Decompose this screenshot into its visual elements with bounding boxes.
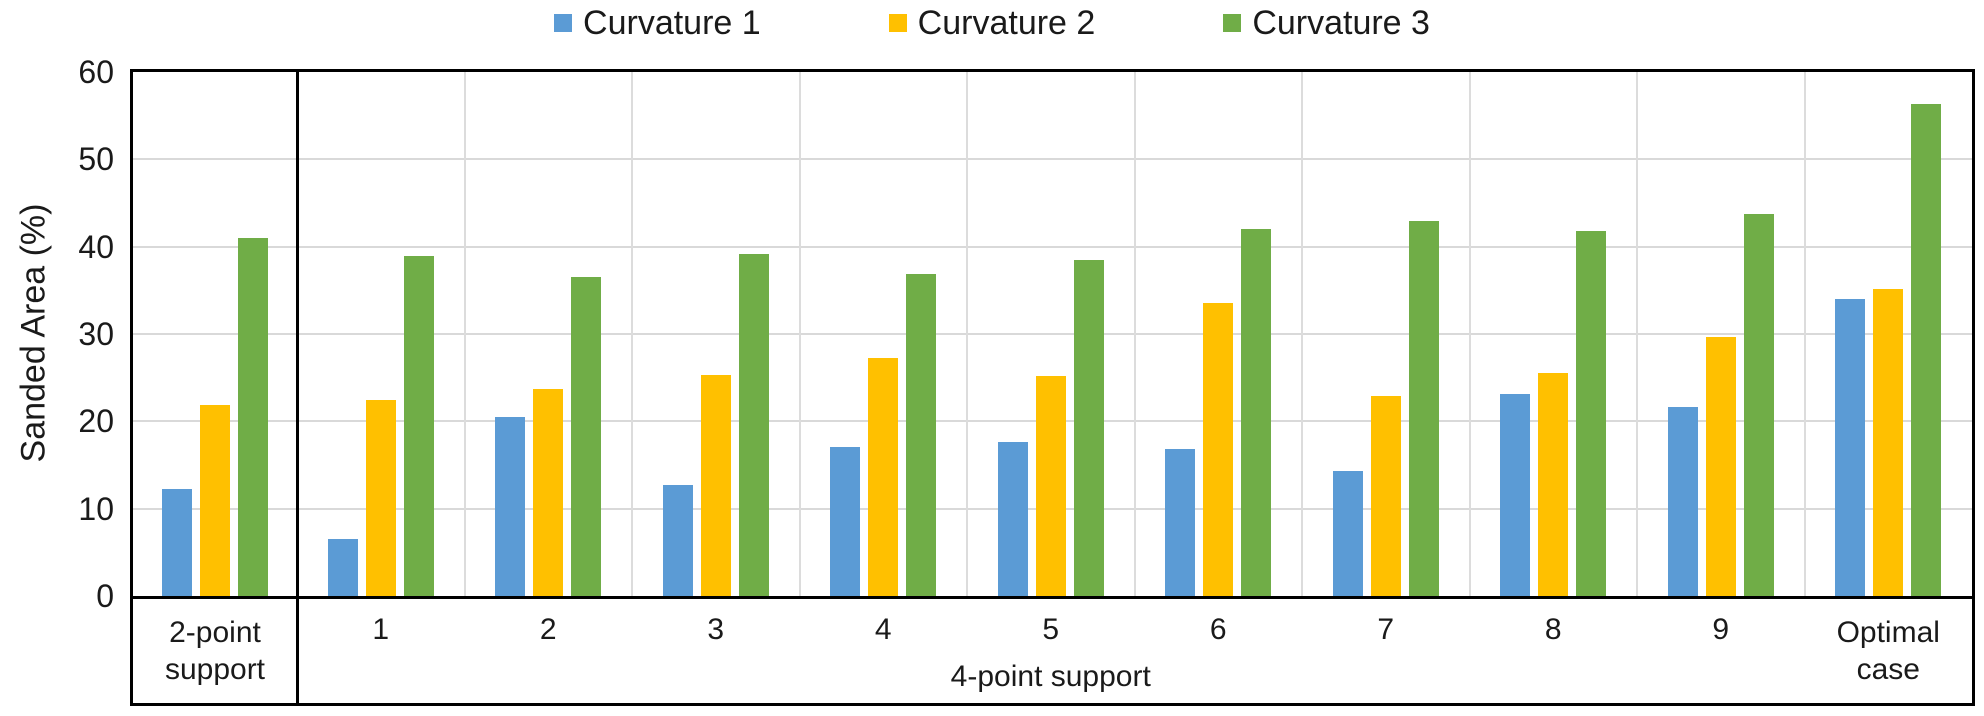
v-gridline-2 — [631, 72, 633, 596]
bar-curvature-3-cat-5 — [1073, 259, 1104, 596]
category-label-2-point-support: 2-point support — [164, 615, 266, 687]
section-divider-line — [296, 72, 299, 596]
bar-curvature-2-cat-5 — [1035, 375, 1066, 596]
bar-curvature-3-cat-8 — [1576, 230, 1607, 596]
bar-curvature-3-cat-6 — [1241, 229, 1272, 596]
bar-curvature-3-cat-2-point-support — [238, 237, 268, 596]
bar-curvature-3-cat-9 — [1743, 214, 1774, 596]
category-label-9: 9 — [1712, 613, 1730, 646]
bar-curvature-2-cat-optimal-case — [1873, 288, 1904, 596]
bar-curvature-2-cat-6 — [1203, 303, 1234, 596]
h-gridline-40 — [133, 245, 1972, 248]
h-gridline-30 — [133, 333, 1972, 335]
v-gridline-4 — [966, 72, 968, 596]
bar-curvature-2-cat-4 — [868, 357, 899, 596]
v-gridline-6 — [1301, 72, 1303, 596]
legend-marker-curvature-1-icon — [554, 14, 573, 32]
category-label-6: 6 — [1209, 613, 1227, 646]
v-gridline-7 — [1468, 72, 1471, 596]
category-label-7: 7 — [1377, 613, 1395, 646]
legend-entry-curvature-3: Curvature 3 — [1223, 6, 1430, 40]
bar-curvature-1-cat-2 — [495, 416, 526, 596]
bar-curvature-1-cat-9 — [1667, 406, 1698, 596]
category-label-optimal-case: Optimal case — [1836, 615, 1940, 687]
category-label-1: 1 — [372, 613, 390, 646]
v-gridline-9 — [1803, 72, 1806, 596]
category-label-2: 2 — [539, 613, 557, 646]
bar-curvature-3-cat-7 — [1408, 221, 1439, 596]
bar-curvature-2-cat-2-point-support — [200, 404, 230, 596]
bar-curvature-3-cat-4 — [906, 273, 937, 596]
bar-curvature-1-cat-5 — [997, 442, 1028, 596]
category-label-4: 4 — [874, 613, 892, 646]
bar-curvature-3-cat-3 — [738, 253, 769, 596]
chart-legend: Curvature 1 Curvature 2 Curvature 3 — [0, 0, 1984, 46]
bar-curvature-1-cat-7 — [1332, 471, 1363, 596]
section-divider-line — [296, 599, 299, 703]
legend-entry-curvature-1: Curvature 1 — [554, 6, 761, 40]
x-axis-label-box: 2-point support Optimal case 4-point sup… — [130, 599, 1975, 706]
category-label-8: 8 — [1544, 613, 1562, 646]
legend-marker-curvature-2-icon — [888, 14, 907, 32]
bar-curvature-2-cat-8 — [1538, 373, 1569, 596]
bar-curvature-2-cat-2 — [533, 389, 564, 596]
legend-marker-curvature-3-icon — [1223, 14, 1242, 32]
bar-curvature-2-cat-9 — [1705, 336, 1736, 596]
plot-inner — [133, 72, 1972, 596]
v-gridline-3 — [798, 72, 801, 596]
bar-curvature-2-cat-1 — [365, 399, 396, 596]
legend-label-curvature-2: Curvature 2 — [917, 4, 1096, 42]
y-tick-label-20: 20 — [78, 403, 114, 440]
bar-curvature-1-cat-6 — [1165, 449, 1196, 596]
bar-curvature-1-cat-8 — [1500, 394, 1531, 596]
bar-curvature-1-cat-optimal-case — [1835, 299, 1866, 596]
v-gridline-1 — [463, 72, 466, 596]
y-tick-label-40: 40 — [78, 228, 114, 265]
v-gridline-5 — [1133, 72, 1136, 596]
bar-curvature-1-cat-2-point-support — [162, 488, 192, 596]
y-tick-label-10: 10 — [78, 490, 114, 527]
bar-curvature-3-cat-1 — [403, 256, 434, 596]
category-label-3: 3 — [707, 613, 725, 646]
bar-curvature-2-cat-7 — [1370, 396, 1401, 596]
y-tick-label-60: 60 — [78, 54, 114, 90]
y-tick-label-50: 50 — [78, 141, 114, 178]
category-group-label-4-point-support: 4-point support — [950, 660, 1151, 693]
bar-curvature-1-cat-1 — [327, 539, 358, 596]
bar-curvature-1-cat-3 — [662, 485, 693, 596]
category-label-5: 5 — [1042, 613, 1060, 646]
y-tick-label-30: 30 — [78, 316, 114, 352]
plot-area — [130, 69, 1975, 599]
x-axis-label-inner: 2-point support Optimal case 4-point sup… — [133, 599, 1972, 703]
v-gridline-8 — [1636, 72, 1638, 596]
bar-curvature-2-cat-3 — [700, 375, 731, 596]
bar-curvature-3-cat-2 — [571, 277, 602, 596]
h-gridline-50 — [133, 158, 1972, 161]
bar-curvature-3-cat-optimal-case — [1911, 104, 1942, 596]
y-tick-label-0: 0 — [96, 578, 114, 614]
bar-curvature-1-cat-4 — [830, 446, 861, 596]
legend-entry-curvature-2: Curvature 2 — [888, 4, 1096, 42]
legend-label-curvature-3: Curvature 3 — [1252, 4, 1430, 42]
legend-label-curvature-1: Curvature 1 — [583, 4, 761, 42]
